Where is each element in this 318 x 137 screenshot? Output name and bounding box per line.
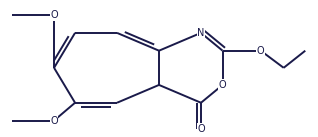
Text: O: O <box>197 124 205 134</box>
Text: O: O <box>50 10 58 20</box>
Text: O: O <box>257 46 265 56</box>
Text: N: N <box>197 28 205 38</box>
Text: O: O <box>219 80 226 90</box>
Text: O: O <box>50 116 58 125</box>
